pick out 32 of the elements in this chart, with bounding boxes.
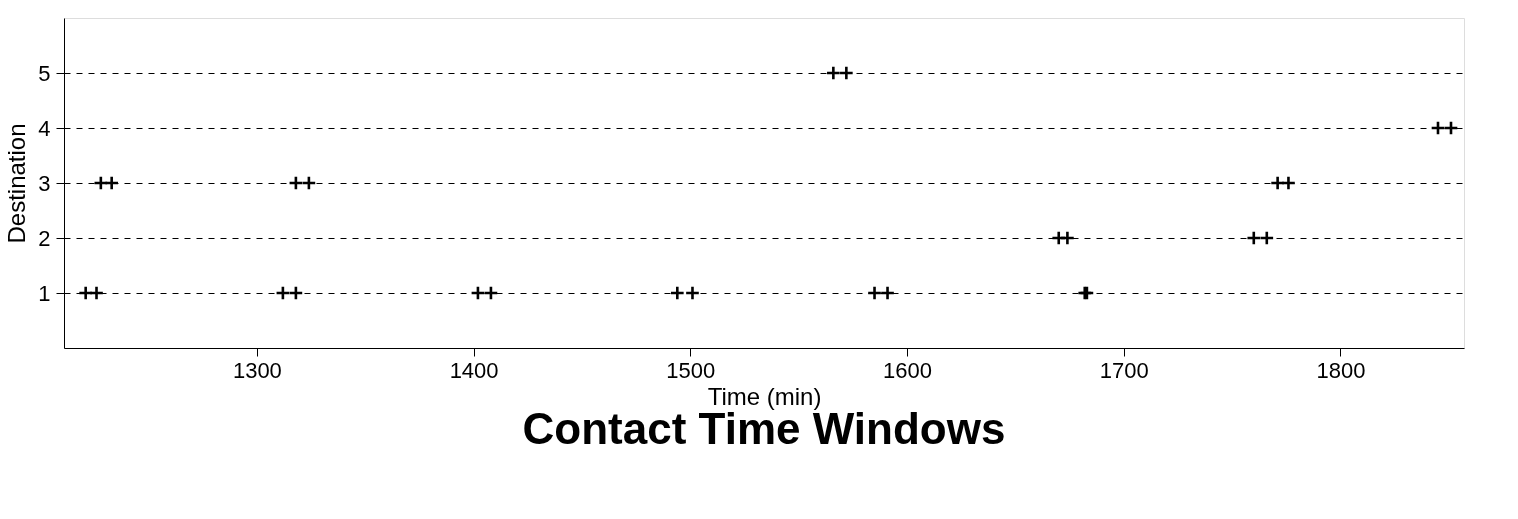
point: [301, 175, 317, 191]
y-tick-label: 5: [38, 60, 51, 86]
x-tick-label: 1500: [666, 357, 716, 383]
y-tick-label: 1: [38, 280, 51, 306]
point: [1059, 230, 1076, 246]
point: [288, 285, 304, 301]
point: [88, 285, 105, 301]
point: [1246, 230, 1262, 246]
y-tick-label: 2: [38, 225, 51, 251]
x-tick-label: 1700: [1099, 357, 1149, 383]
point: [483, 285, 499, 301]
point: [1280, 175, 1297, 191]
x-tick-label: 1600: [883, 357, 933, 383]
point: [1430, 120, 1446, 136]
point: [470, 285, 486, 301]
point: [684, 285, 701, 301]
y-tick-label: 4: [38, 115, 51, 141]
x-tick-label: 1800: [1316, 357, 1366, 383]
point: [866, 285, 883, 301]
point: [288, 175, 304, 191]
y-tick-label: 3: [38, 170, 51, 196]
x-tick-label: 1300: [232, 357, 282, 383]
point: [1443, 120, 1459, 136]
point: [669, 285, 685, 301]
point: [838, 65, 854, 81]
x-tick-label: 1400: [449, 357, 499, 383]
point: [1259, 230, 1275, 246]
point: [275, 285, 291, 301]
point: [825, 65, 841, 81]
point: [104, 175, 120, 191]
y-axis-title: Destination: [3, 123, 31, 244]
point: [879, 285, 896, 301]
